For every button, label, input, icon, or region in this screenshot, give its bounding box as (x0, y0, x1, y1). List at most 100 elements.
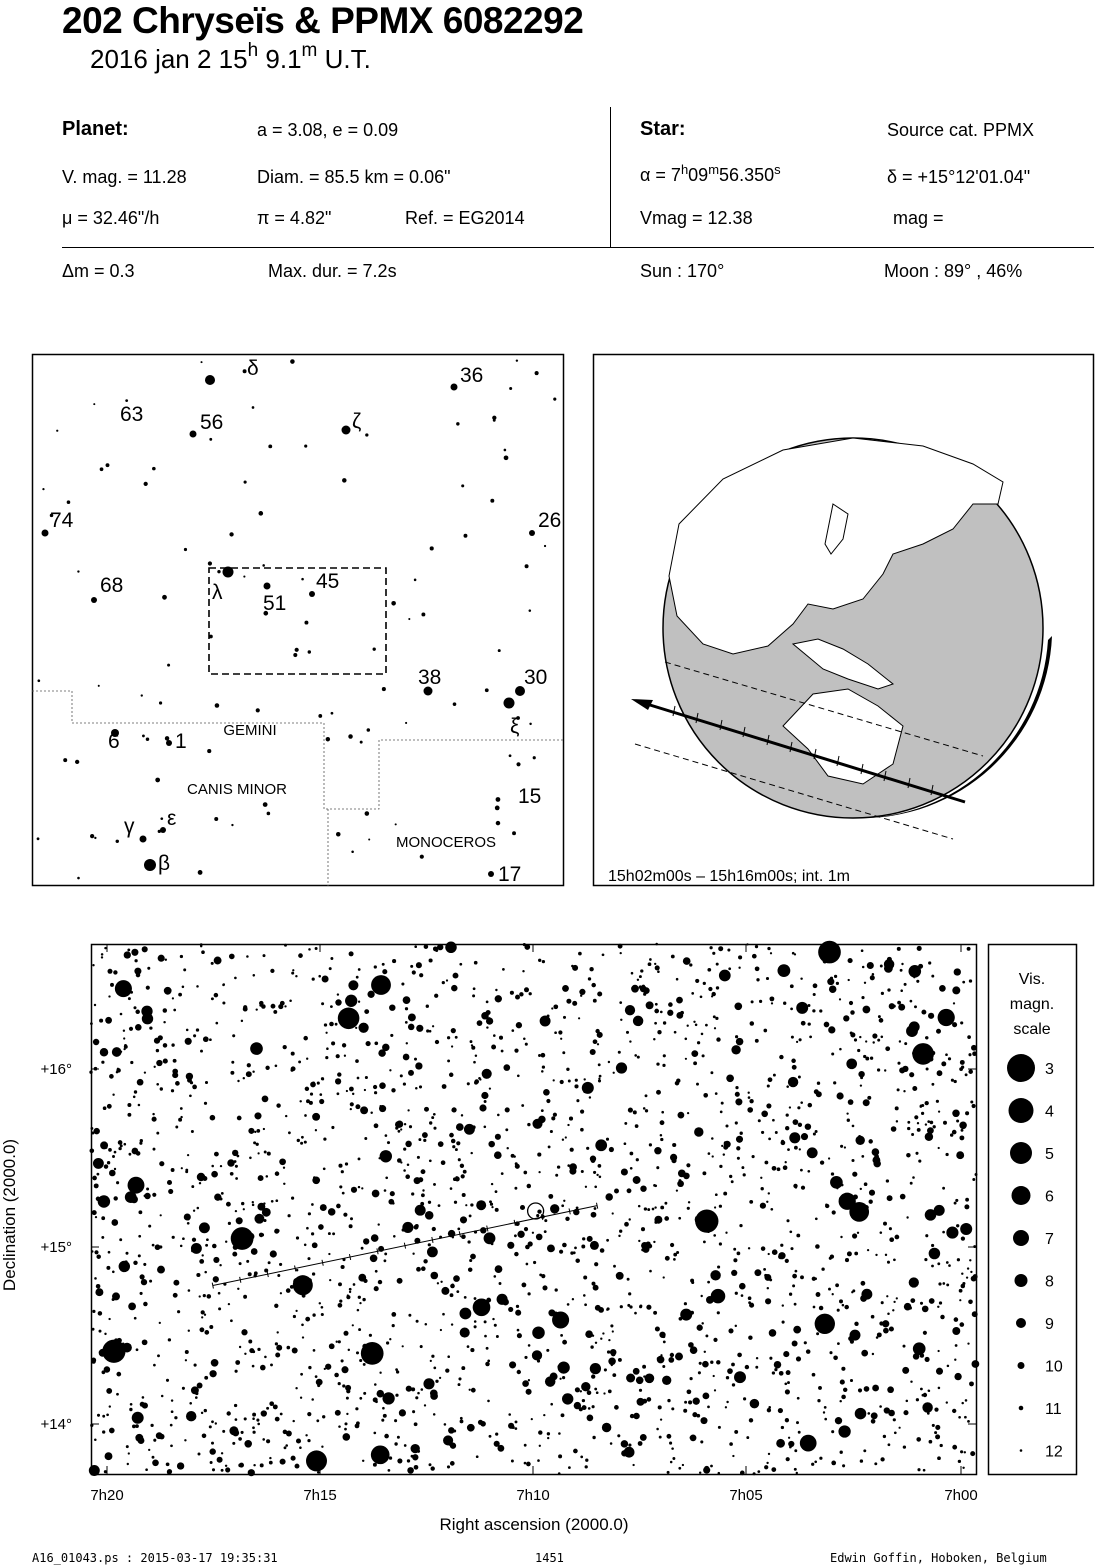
field-star (914, 1005, 917, 1009)
field-star (575, 1258, 580, 1263)
field-star (960, 1021, 964, 1025)
field-star (971, 1044, 977, 1051)
field-star (795, 1471, 798, 1475)
field-star (894, 1234, 900, 1240)
field-star (481, 1068, 492, 1079)
field-star (211, 1164, 214, 1168)
field-star (481, 1091, 489, 1100)
field-star (219, 1164, 223, 1168)
field-star (901, 962, 904, 966)
field-star (937, 1262, 941, 1266)
field-star (274, 1303, 279, 1308)
field-star (291, 1347, 298, 1354)
field-star (396, 1277, 403, 1284)
field-star (791, 1064, 797, 1070)
field-star (902, 1344, 906, 1348)
field-star (483, 1125, 487, 1129)
field-star (581, 1382, 591, 1392)
field-star (327, 1208, 336, 1216)
field-star (475, 1455, 479, 1459)
field-star (611, 1330, 614, 1333)
field-star (340, 1170, 344, 1174)
field-star (92, 964, 95, 967)
field-star (774, 1367, 778, 1372)
field-star (760, 1187, 764, 1191)
field-star (371, 1189, 380, 1198)
field-star (607, 1389, 612, 1394)
field-star (421, 1132, 428, 1139)
field-star (101, 1370, 106, 1375)
field-star (454, 1035, 458, 1039)
finder-star (222, 566, 234, 578)
field-star (288, 1131, 291, 1135)
field-star (915, 1398, 920, 1402)
field-star (414, 1204, 426, 1216)
field-star (958, 1288, 963, 1293)
field-star (95, 1283, 101, 1289)
field-star (712, 951, 716, 955)
field-star (365, 1041, 371, 1047)
field-star (511, 1425, 515, 1430)
field-star (662, 1375, 672, 1385)
field-star (320, 1077, 325, 1081)
field-star (235, 1360, 241, 1365)
field-star (727, 1368, 733, 1374)
field-star (127, 948, 131, 952)
finder-star (488, 871, 494, 877)
field-star (312, 1112, 321, 1121)
field-star (928, 1439, 933, 1444)
field-star (672, 1457, 676, 1460)
field-star (318, 974, 321, 978)
field-star (767, 946, 771, 951)
field-star (628, 1443, 632, 1447)
field-star (800, 977, 803, 980)
field-star (700, 1417, 708, 1425)
field-star (831, 1430, 835, 1434)
field-star (491, 1205, 494, 1209)
field-star (936, 1070, 943, 1077)
field-star (424, 1322, 428, 1326)
field-star (229, 1426, 239, 1436)
field-star (952, 986, 961, 995)
field-star (300, 1372, 303, 1376)
field-star (735, 1135, 744, 1143)
field-star (839, 1299, 843, 1304)
field-star (362, 1343, 368, 1349)
field-star (653, 1310, 658, 1315)
field-star (101, 1235, 105, 1239)
field-star (231, 1060, 235, 1064)
field-star (461, 1234, 466, 1240)
field-star (355, 1351, 360, 1355)
field-star (872, 1384, 880, 1392)
finder-star (408, 618, 411, 621)
field-star (355, 1407, 359, 1411)
field-star (401, 1228, 405, 1232)
finder-star (94, 836, 97, 840)
finder-star (484, 688, 489, 693)
field-star (937, 1386, 941, 1390)
field-star (710, 1360, 714, 1364)
field-star (787, 1148, 790, 1151)
field-star (185, 1028, 189, 1032)
finder-star (160, 817, 164, 821)
field-star (481, 1012, 489, 1020)
field-star (874, 1154, 879, 1159)
field-star (561, 1204, 565, 1208)
finder-star (105, 463, 110, 468)
field-star (107, 968, 113, 974)
field-star (583, 1275, 588, 1280)
finder-star (304, 620, 309, 625)
field-star (494, 1190, 498, 1193)
field-star (771, 1165, 777, 1171)
field-star (432, 1413, 436, 1416)
field-star (334, 1409, 341, 1416)
field-star (664, 1255, 670, 1261)
field-star (359, 1396, 363, 1400)
field-star (594, 1262, 599, 1267)
finder-star (143, 481, 148, 486)
field-star (292, 969, 295, 972)
field-star (916, 1437, 922, 1442)
field-star (839, 1450, 843, 1454)
field-star (441, 1084, 447, 1089)
field-star (580, 994, 583, 997)
